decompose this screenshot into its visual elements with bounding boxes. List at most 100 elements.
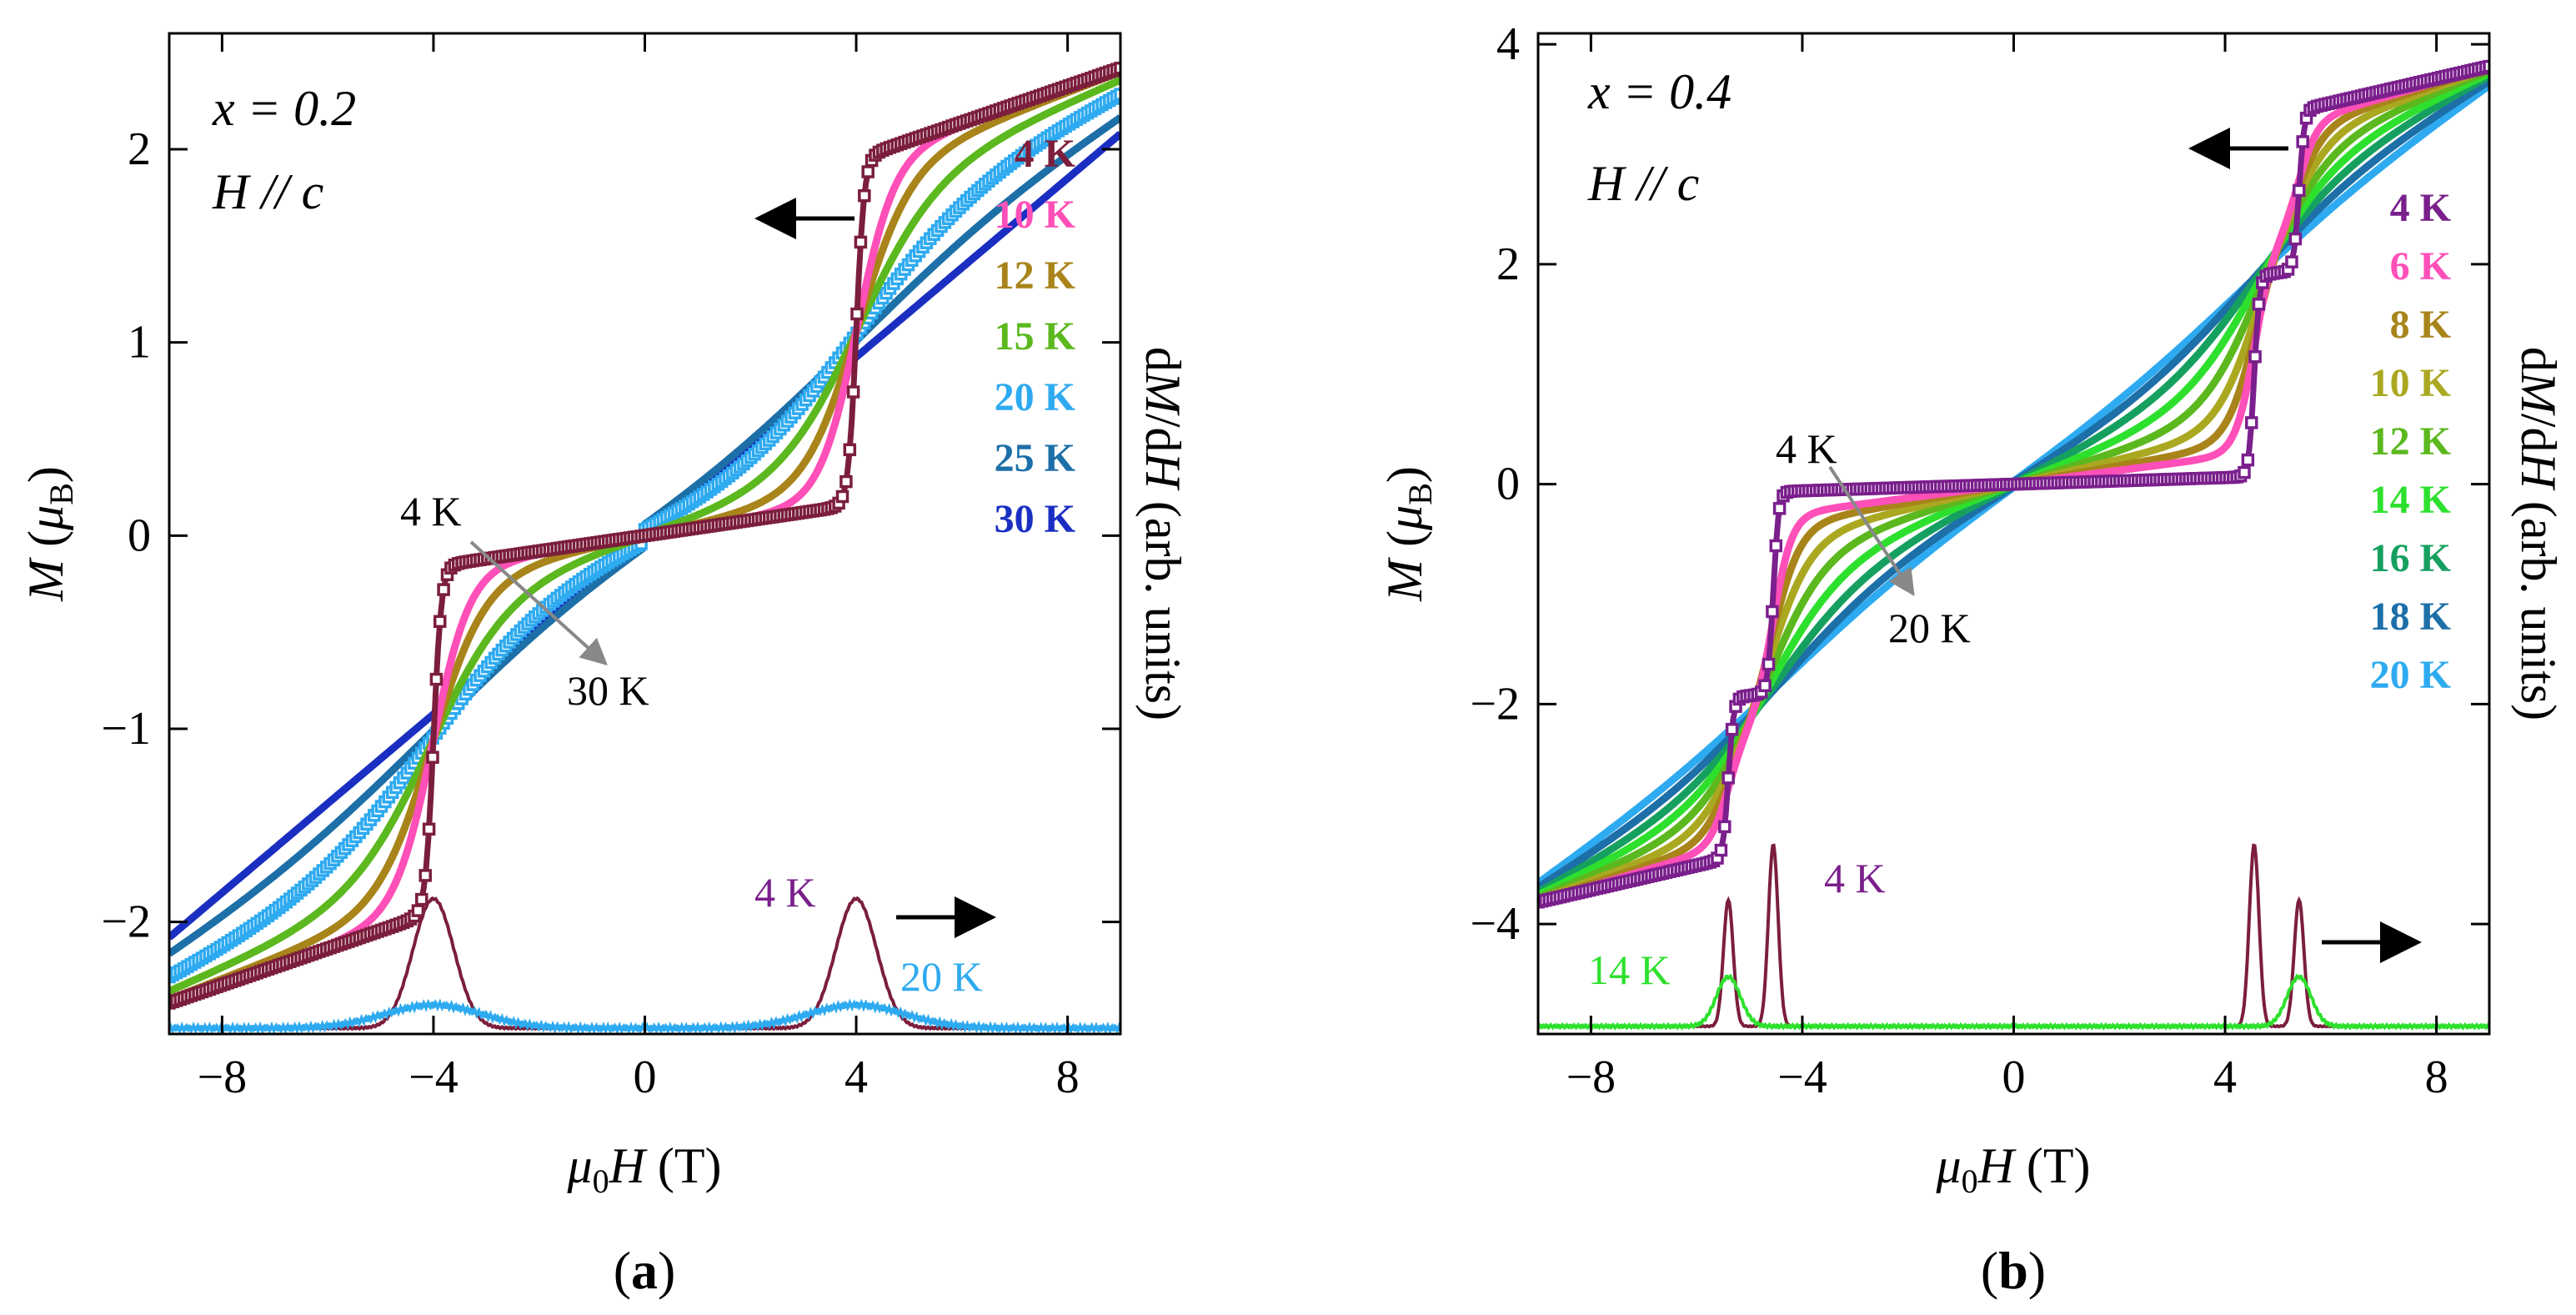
y-tick-label: 1	[128, 317, 151, 369]
marker	[2252, 298, 2266, 311]
panel-a-y-label: M (μB)	[18, 466, 80, 602]
panel-b-field-direction: H // c	[1587, 156, 1699, 211]
x-tick-label: 8	[2425, 1051, 2448, 1103]
legend-entry-16k: 16 K	[2370, 536, 2451, 580]
marker	[418, 869, 432, 882]
panel-a-deriv-label-20k: 20 K	[900, 953, 983, 1000]
marker	[1772, 502, 1787, 515]
panel-b-caption: (b)	[1981, 1241, 2046, 1300]
marker	[415, 892, 428, 906]
panel-b-trend-start: 4 K	[1776, 425, 1837, 472]
panel-a-composition: x = 0.2	[212, 81, 356, 136]
marker	[1114, 88, 1120, 101]
x-tick-label: −8	[1566, 1051, 1616, 1103]
y-tick-label: 2	[128, 123, 151, 175]
x-tick-label: 0	[634, 1051, 657, 1103]
panel-b: −8 −4 0 4 8 −4 −2 0 2 4 x = 0.4 H // c 4 K 20 K 4…	[1377, 18, 2566, 1300]
marker	[2285, 255, 2298, 269]
marker	[1714, 843, 1728, 857]
legend-entry-6k: 6 K	[2390, 244, 2451, 289]
marker	[861, 165, 875, 178]
y-tick-label: −4	[1470, 898, 1520, 950]
marker	[426, 750, 439, 764]
marker	[2241, 453, 2255, 467]
marker	[2238, 465, 2251, 479]
y-tick-label: 0	[128, 509, 151, 561]
panel-a-trend-arrow	[469, 540, 608, 666]
legend-entry-8k: 8 K	[2390, 303, 2451, 347]
panel-a-y-right-label: dM/dH (arb. units)	[1135, 347, 1190, 720]
marker	[1758, 679, 1772, 693]
marker	[835, 489, 849, 504]
marker	[422, 822, 436, 836]
x-tick-label: 4	[844, 1051, 868, 1103]
legend-entry-10k: 10 K	[995, 193, 1075, 237]
panel-a-markers-20k	[169, 88, 1120, 984]
y-tick-label: −2	[101, 896, 151, 948]
panel-b-ticks: −8 −4 0 4 8 −4 −2 0 2 4	[1470, 18, 2489, 1103]
x-tick-label: 0	[2002, 1051, 2026, 1103]
x-tick-label: 4	[2213, 1051, 2237, 1103]
panel-b-curves	[1538, 59, 2489, 1031]
y-tick-label: −2	[1470, 678, 1520, 730]
legend-entry-10k: 10 K	[2370, 361, 2451, 405]
marker	[2248, 350, 2262, 364]
legend-entry-20k: 20 K	[995, 375, 1075, 419]
marker	[2293, 183, 2306, 198]
panel-a-markers-4k	[169, 61, 1120, 1010]
marker	[839, 474, 853, 489]
panel-a-legend: 4 K 10 K 12 K 15 K 20 K 25 K 30 K	[995, 132, 1075, 541]
marker	[854, 235, 868, 249]
marker	[846, 385, 860, 399]
y-tick-label: 4	[1496, 18, 1520, 70]
panel-a-x-label: μ0H (T)	[566, 1138, 721, 1200]
panel-b-deriv-label-4k: 4 K	[1824, 855, 1886, 901]
legend-entry-12k: 12 K	[2370, 419, 2451, 464]
y-tick-label: 2	[1496, 238, 1520, 290]
marker	[1766, 605, 1779, 619]
panel-b-composition: x = 0.4	[1587, 64, 1732, 119]
marker	[850, 307, 864, 321]
legend-entry-12k: 12 K	[995, 253, 1075, 298]
marker	[429, 672, 444, 686]
legend-entry-20k: 20 K	[2370, 653, 2451, 697]
x-tick-label: 8	[1056, 1051, 1080, 1103]
marker	[433, 615, 447, 629]
marker	[1722, 771, 1735, 785]
legend-entry-4k: 4 K	[2390, 186, 2451, 230]
marker	[437, 583, 450, 596]
panel-b-trend-end: 20 K	[1888, 605, 1971, 651]
marker	[1762, 657, 1776, 671]
marker	[2296, 135, 2309, 148]
panel-a-field-direction: H // c	[212, 164, 323, 219]
panel-a-ticks: −8 −4 0 4 8 −2 −1 0 1 2	[101, 33, 1120, 1103]
panel-a-caption: (a)	[614, 1241, 676, 1300]
panel-a-trend-start: 4 K	[400, 488, 462, 535]
legend-entry-18k: 18 K	[2370, 595, 2451, 639]
legend-entry-15k: 15 K	[995, 314, 1075, 359]
marker	[2483, 59, 2489, 73]
panel-b-markers-4k	[1538, 59, 2489, 909]
panel-a-trend-end: 30 K	[567, 667, 649, 714]
panel-b-deriv-label-14k: 14 K	[1588, 946, 1671, 993]
panel-a-curves	[169, 61, 1120, 1034]
panel-b-legend: 4 K 6 K 8 K 10 K 12 K 14 K 16 K 18 K 20 K	[2370, 186, 2451, 697]
marker	[843, 443, 857, 457]
panel-b-x-label: μ0H (T)	[1935, 1138, 2090, 1200]
marker	[1718, 820, 1732, 834]
legend-entry-14k: 14 K	[2370, 478, 2451, 522]
panel-b-trend-arrow	[1828, 465, 1915, 597]
panel-a-deriv-label-4k: 4 K	[754, 869, 816, 916]
legend-entry-4k: 4 K	[1015, 132, 1075, 176]
panel-b-y-label: M (μB)	[1377, 466, 1439, 602]
panel-b-y-right-label: dM/dH (arb. units)	[2511, 347, 2566, 720]
marker	[1725, 722, 1739, 736]
panel-a: −8 −4 0 4 8 −2 −1 0 1 2 x = 0.2 H // c 4 K 30 K 4…	[18, 32, 1190, 1300]
x-tick-label: −8	[198, 1051, 248, 1103]
y-tick-label: −1	[101, 703, 151, 755]
legend-entry-30k: 30 K	[995, 497, 1075, 541]
marker	[2288, 232, 2303, 246]
legend-entry-25k: 25 K	[995, 436, 1075, 480]
marker	[1114, 61, 1120, 75]
